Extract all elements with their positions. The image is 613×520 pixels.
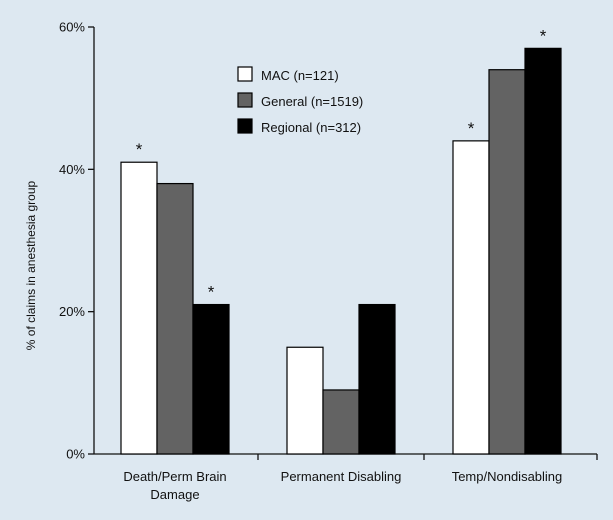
x-tick-label: Death/Perm Brain [123,469,226,484]
bar-general-1 [322,389,360,455]
significance-marker: * [136,140,143,159]
axes: 0% 20% 40% 60% % of claims in anesthesia gro… [24,20,598,502]
x-tick-label: Permanent Disabling [281,469,402,484]
bar-mac-1 [286,346,324,455]
bar-mac-2 [452,140,490,455]
legend-swatch [237,66,253,82]
bars: * * * * [120,26,562,455]
significance-marker: * [208,283,215,302]
legend-label: General (n=1519) [261,94,363,109]
bar-general-2 [488,69,526,455]
y-axis-title: % of claims in anesthesia group [24,180,38,350]
legend-swatch [237,118,253,134]
y-tick-label: 40% [59,162,85,177]
bar-regional-0 [192,303,230,455]
x-tick-label: Temp/Nondisabling [452,469,563,484]
bar-general-0 [156,182,194,455]
legend: MAC (n=121) General (n=1519) Regional (n=3… [237,66,363,135]
legend-swatch [237,92,253,108]
bar-mac-0 [120,161,158,455]
significance-marker: * [468,119,475,138]
x-tick-label: Damage [150,487,199,502]
bar-regional-2 [524,47,562,455]
bar-regional-1 [358,303,396,455]
y-tick-label: 0% [66,447,85,462]
significance-marker: * [540,26,547,45]
y-tick-label: 60% [59,20,85,35]
y-tick-label: 20% [59,304,85,319]
legend-label: Regional (n=312) [261,120,361,135]
legend-label: MAC (n=121) [261,68,339,83]
